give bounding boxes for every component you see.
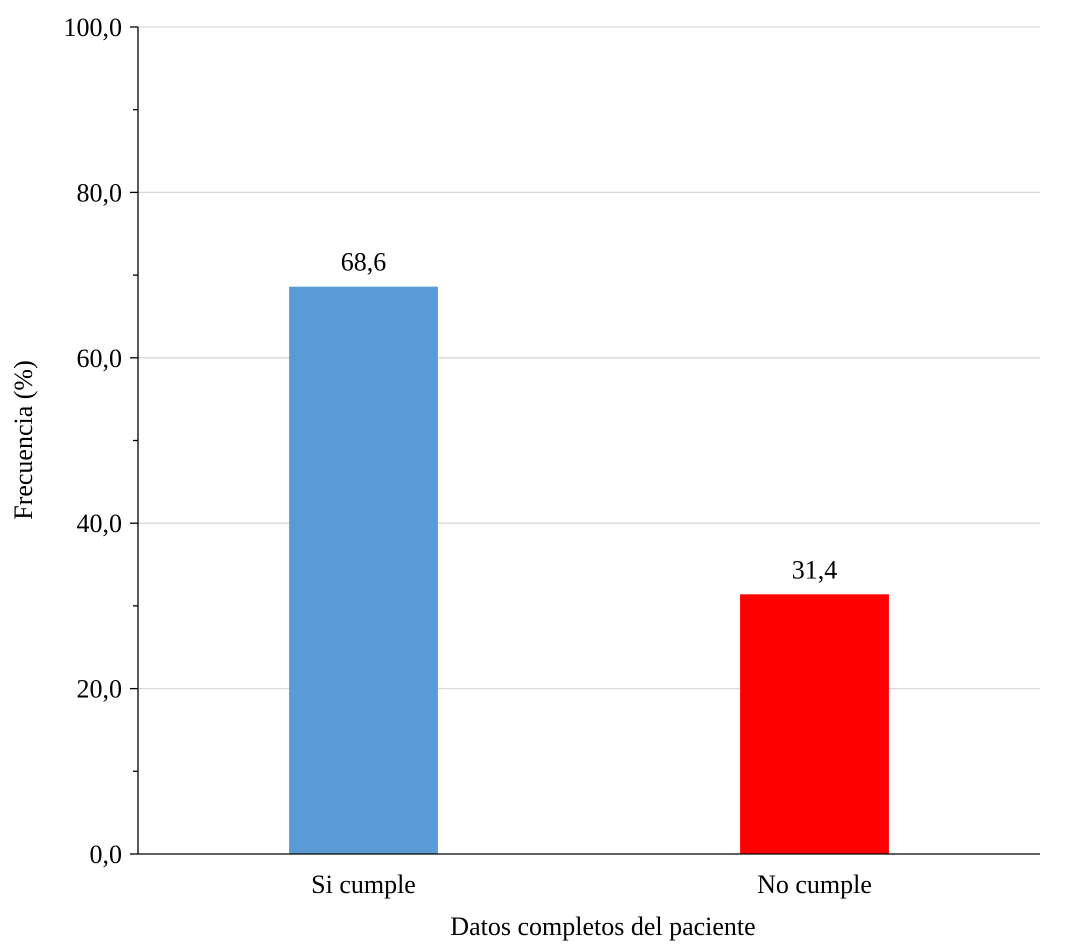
- data-label: 68,6: [341, 248, 387, 277]
- y-tick-label: 100,0: [64, 13, 123, 42]
- y-axis-title: Frecuencia (%): [9, 360, 38, 520]
- bar-1: [289, 286, 438, 855]
- axes: [130, 26, 1040, 855]
- y-tick-label: 80,0: [77, 178, 123, 207]
- x-tick-label: Si cumple: [311, 870, 416, 899]
- x-tick-label: No cumple: [757, 870, 872, 899]
- data-label: 31,4: [792, 555, 838, 584]
- bars: [289, 286, 889, 855]
- y-tick-label: 0,0: [90, 840, 123, 869]
- y-tick-label: 40,0: [77, 509, 123, 538]
- bar-2: [740, 594, 889, 854]
- gridlines: [138, 26, 1040, 690]
- labels: 0,0 20,0 40,0 60,0 80,0 100,0 68,6 Si cumple 31,…: [64, 13, 872, 899]
- y-tick-label: 60,0: [77, 344, 123, 373]
- x-axis-title: Datos completos del paciente: [450, 912, 755, 941]
- y-tick-label: 20,0: [77, 675, 123, 704]
